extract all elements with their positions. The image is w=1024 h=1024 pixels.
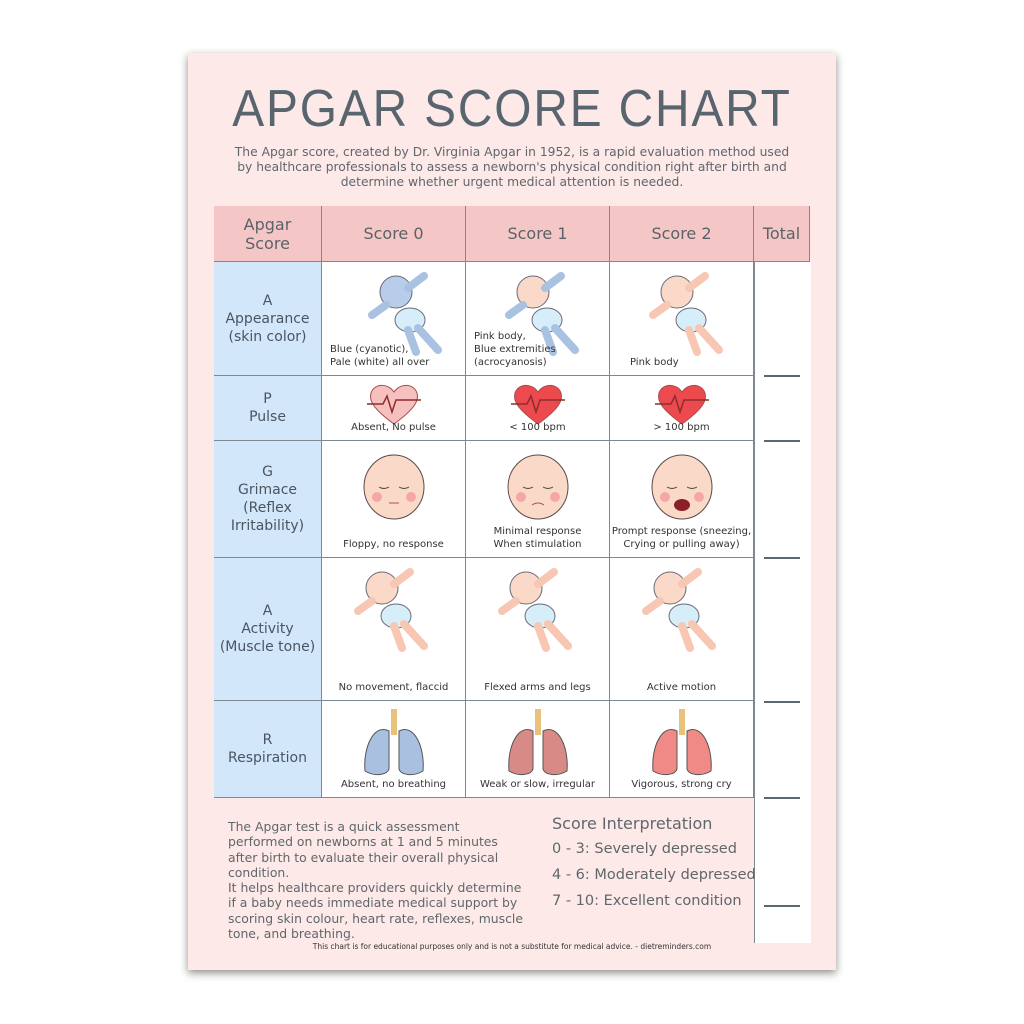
- score-description: Active motion: [646, 682, 717, 693]
- header-cell: Score 2: [610, 206, 754, 262]
- total-score-blank[interactable]: [764, 797, 800, 799]
- header-cell: Total: [754, 206, 810, 262]
- frowning-face-icon: [503, 449, 573, 527]
- row-header: R Respiration: [214, 701, 322, 798]
- interpretation-item: 4 - 6: Moderately depressed: [552, 867, 756, 883]
- interpretation-item: 7 - 10: Excellent condition: [552, 893, 742, 909]
- score-description: Flexed arms and legs: [484, 682, 591, 693]
- row-header: G Grimace (Reflex Irritability): [214, 441, 322, 558]
- row-header: A Appearance (skin color): [214, 262, 322, 376]
- total-score-blank[interactable]: [764, 440, 800, 442]
- note-text: The Apgar test is a quick assessment per…: [228, 819, 523, 942]
- score-cell: Flexed arms and legs: [466, 558, 610, 701]
- header-cell: Apgar Score: [214, 206, 322, 262]
- header-cell: Score 1: [466, 206, 610, 262]
- page-title: APGAR SCORE CHART: [232, 80, 792, 138]
- score-cell: No movement, flaccid: [322, 558, 466, 701]
- intro-text: The Apgar score, created by Dr. Virginia…: [234, 145, 790, 189]
- score-cell: > 100 bpm: [610, 376, 754, 441]
- score-description: Blue (cyanotic), Pale (white) all over: [330, 344, 430, 368]
- score-cell: Minimal response When stimulation: [466, 441, 610, 558]
- total-score-blank[interactable]: [764, 701, 800, 703]
- score-description: Vigorous, strong cry: [631, 779, 732, 790]
- footer-disclaimer: This chart is for educational purposes o…: [312, 942, 712, 951]
- total-score-blank[interactable]: [764, 375, 800, 377]
- score-cell: Pink body: [610, 262, 754, 376]
- row-header: P Pulse: [214, 376, 322, 441]
- score-cell: Prompt response (sneezing, Crying or pul…: [610, 441, 754, 558]
- interpretation-item: 0 - 3: Severely depressed: [552, 841, 737, 857]
- row-header: A Activity (Muscle tone): [214, 558, 322, 701]
- score-description: Pink body: [630, 357, 679, 368]
- pink-baby-icon: [648, 270, 729, 360]
- interpretation-title: Score Interpretation: [552, 814, 713, 833]
- blue-lungs-icon: [361, 709, 427, 783]
- active-baby-icon: [641, 566, 722, 656]
- apgar-poster: APGAR SCORE CHART The Apgar score, creat…: [188, 53, 836, 970]
- total-score-blank[interactable]: [764, 905, 800, 907]
- score-description: Absent, no breathing: [340, 779, 447, 790]
- score-description: Weak or slow, irregular: [479, 779, 596, 790]
- sleeping-face-icon: [359, 449, 429, 527]
- score-cell: Active motion: [610, 558, 754, 701]
- heart-icon: [510, 382, 565, 430]
- total-column: [754, 262, 811, 943]
- limp-baby-icon: [353, 566, 434, 656]
- score-cell: Weak or slow, irregular: [466, 701, 610, 798]
- score-description: Prompt response (sneezing, Crying or pul…: [611, 526, 752, 550]
- score-description: No movement, flaccid: [338, 682, 449, 693]
- score-cell: Absent, No pulse: [322, 376, 466, 441]
- score-description: Floppy, no response: [343, 539, 444, 550]
- score-description: < 100 bpm: [509, 422, 566, 433]
- total-score-blank[interactable]: [764, 557, 800, 559]
- score-description: Pink body, Blue extremities (acrocyanosi…: [474, 331, 556, 368]
- red-lungs-icon: [505, 709, 571, 783]
- score-cell: Blue (cyanotic), Pale (white) all over: [322, 262, 466, 376]
- score-description: > 100 bpm: [653, 422, 710, 433]
- score-cell: Pink body, Blue extremities (acrocyanosi…: [466, 262, 610, 376]
- score-description: Absent, No pulse: [351, 422, 436, 433]
- score-cell: < 100 bpm: [466, 376, 610, 441]
- score-description: Minimal response When stimulation: [493, 526, 582, 550]
- crying-face-icon: [647, 449, 717, 527]
- score-cell: Vigorous, strong cry: [610, 701, 754, 798]
- pale-heart-icon: [366, 382, 421, 430]
- pink-lungs-icon: [649, 709, 715, 783]
- heart-icon: [654, 382, 709, 430]
- score-cell: Floppy, no response: [322, 441, 466, 558]
- pink-baby-blue-limbs-icon: [504, 270, 585, 360]
- blue-baby-icon: [367, 270, 448, 360]
- score-cell: Absent, no breathing: [322, 701, 466, 798]
- header-cell: Score 0: [322, 206, 466, 262]
- flexed-baby-icon: [497, 566, 578, 656]
